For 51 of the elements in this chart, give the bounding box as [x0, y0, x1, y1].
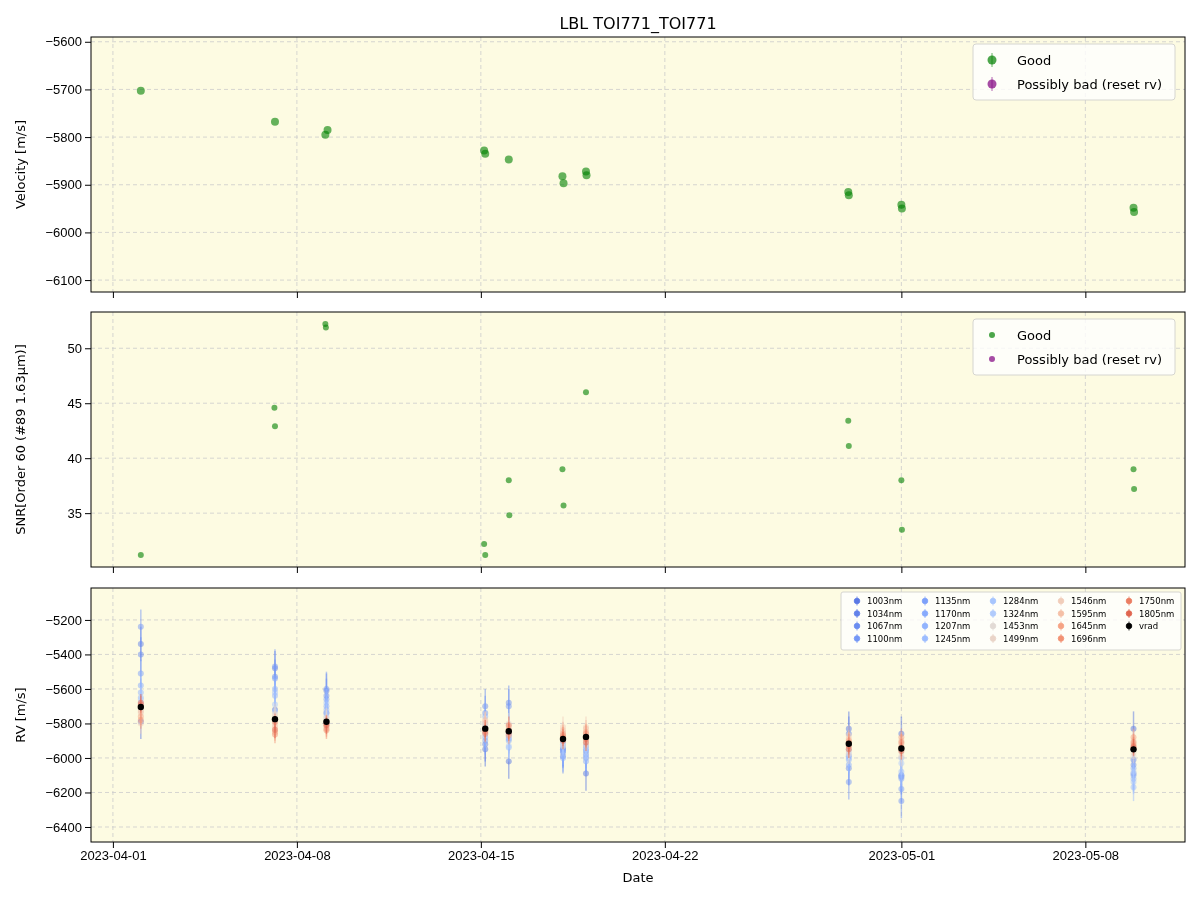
- y-tick-label: −5600: [45, 34, 82, 50]
- y-tick-label: −5200: [45, 612, 82, 628]
- legend-label: 1546nm: [1071, 596, 1107, 606]
- y-tick-label: 40: [67, 450, 82, 466]
- y-tick-label: −5800: [45, 129, 82, 145]
- x-tick-label: 2023-04-15: [448, 848, 515, 864]
- legend-label: 1034nm: [867, 608, 903, 619]
- chart-title: LBL TOI771_TOI771: [559, 14, 717, 34]
- y-axis-title: RV [m/s]: [13, 687, 28, 743]
- legend-label: 1207nm: [935, 621, 971, 631]
- legend-label: 1067nm: [867, 621, 903, 631]
- legend-label: Possibly bad (reset rv): [1017, 77, 1163, 92]
- x-tick-label: 2023-04-22: [632, 848, 699, 864]
- y-tick-label: 50: [67, 340, 82, 356]
- legend-label: 1284nm: [1003, 596, 1039, 606]
- legend-label: 1100nm: [867, 633, 903, 644]
- y-tick-label: 45: [67, 395, 82, 411]
- x-axis-title: Date: [622, 870, 654, 885]
- legend-label: Good: [1017, 328, 1052, 343]
- y-tick-label: −5800: [45, 716, 82, 732]
- y-tick-label: −6000: [45, 750, 82, 766]
- y-tick-label: −6200: [45, 785, 82, 801]
- legend-label: 1805nm: [1139, 608, 1175, 619]
- y-axis-title: Velocity [m/s]: [13, 119, 28, 210]
- x-tick-label: 2023-05-08: [1052, 848, 1120, 864]
- y-axis-title: SNR[Order 60 (#89 1.63μm)]: [13, 344, 28, 535]
- x-tick-label: 2023-04-01: [80, 848, 147, 864]
- legend-label: Good: [1017, 53, 1052, 68]
- legend-label: 1595nm: [1071, 608, 1107, 619]
- legend-label: 1003nm: [867, 596, 903, 606]
- y-tick-label: −5900: [45, 177, 82, 193]
- legend-label: vrad: [1139, 621, 1159, 631]
- y-tick-label: −5600: [45, 681, 82, 697]
- legend-label: 1696nm: [1071, 633, 1107, 644]
- legend-label: 1750nm: [1139, 596, 1175, 606]
- y-tick-label: −5700: [45, 82, 82, 98]
- legend-label: 1245nm: [935, 633, 971, 644]
- legend-label: 1324nm: [1003, 608, 1039, 619]
- x-tick-label: 2023-05-01: [868, 848, 936, 864]
- x-tick-label: 2023-04-08: [264, 848, 331, 864]
- y-tick-label: 35: [67, 505, 82, 521]
- legend-label: 1645nm: [1071, 621, 1107, 631]
- y-tick-label: −6100: [45, 272, 82, 288]
- legend-label: Possibly bad (reset rv): [1017, 352, 1163, 367]
- legend-label: 1453nm: [1003, 621, 1039, 631]
- legend-label: 1170nm: [935, 608, 971, 619]
- y-tick-label: −5400: [45, 647, 82, 663]
- legend-label: 1499nm: [1003, 633, 1039, 644]
- y-tick-label: −6000: [45, 225, 82, 241]
- legend-label: 1135nm: [935, 596, 971, 606]
- y-tick-label: −6400: [45, 819, 82, 835]
